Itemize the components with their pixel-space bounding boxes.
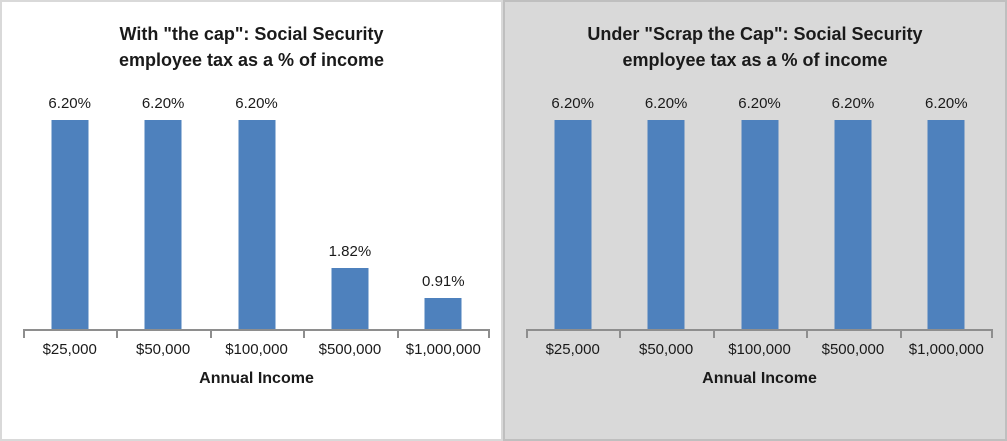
x-axis-title: Annual Income: [199, 370, 314, 387]
bar: [647, 120, 685, 329]
axis-tick: [303, 331, 306, 338]
bar-value-label: 1.82%: [328, 243, 372, 260]
plot-area: 6.20% 6.20% 6.20% 6.20% 6.20%: [526, 95, 993, 331]
category-label: $25,000: [42, 341, 97, 358]
bar: [741, 120, 779, 329]
category-label: $500,000: [318, 341, 382, 358]
axis-tick: [899, 331, 902, 338]
category-axis-labels: $25,000 $50,000 $100,000 $500,000 $1,000,000: [526, 341, 993, 358]
bar: [144, 120, 182, 329]
category-label: $1,000,000: [908, 341, 984, 358]
bar-cell: 1.82%: [303, 122, 396, 329]
axis-tick: [396, 331, 399, 338]
bar-cell: 6.20%: [806, 95, 899, 329]
axis-tick: [526, 331, 528, 338]
bar-value-label: 0.91%: [422, 273, 465, 290]
category-label: $50,000: [135, 341, 191, 358]
bar-value-label: 6.20%: [738, 95, 781, 112]
x-axis-title: Annual Income: [702, 370, 817, 387]
plot-area: 6.20% 6.20% 6.20% 1.82% 0.91%: [23, 95, 490, 331]
axis-tick: [209, 331, 212, 338]
chart-panel-with-cap: With "the cap": Social Security employee…: [0, 0, 503, 441]
category-axis-labels: $25,000 $50,000 $100,000 $500,000 $1,000,000: [23, 341, 490, 358]
bar: [834, 120, 872, 329]
chart-title-line2: employee tax as a % of income: [622, 50, 888, 70]
bar-cell: 6.20%: [526, 95, 619, 329]
bar-value-label: 6.20%: [925, 95, 968, 112]
bar-value-label: 6.20%: [831, 95, 875, 112]
bar-cell: 6.20%: [23, 95, 116, 329]
bar: [331, 268, 369, 329]
chart-panel-scrap-the-cap: Under "Scrap the Cap": Social Security e…: [503, 0, 1007, 441]
bar-value-label: 6.20%: [48, 95, 91, 112]
bar-value-label: 6.20%: [235, 95, 278, 112]
bar-cell: 6.20%: [116, 95, 209, 329]
category-label: $100,000: [728, 341, 791, 358]
bar-cell: 6.20%: [713, 95, 806, 329]
bar-value-label: 6.20%: [141, 95, 185, 112]
chart-title-line1: Under "Scrap the Cap": Social Security: [587, 24, 923, 44]
bar: [424, 298, 462, 329]
category-label: $100,000: [225, 341, 288, 358]
axis-tick: [488, 331, 490, 338]
axis-tick: [806, 331, 809, 338]
chart-title-line2: employee tax as a % of income: [118, 50, 385, 70]
axis-tick: [712, 331, 715, 338]
axis-tick: [23, 331, 25, 338]
bar-value-label: 6.20%: [551, 95, 594, 112]
bar-cell: 6.20%: [210, 95, 303, 329]
chart-title-scrap-the-cap: Under "Scrap the Cap": Social Security e…: [505, 21, 1005, 73]
bar: [927, 120, 965, 329]
category-label: $500,000: [821, 341, 885, 358]
bar-value-label: 6.20%: [644, 95, 688, 112]
axis-tick: [619, 331, 622, 338]
bar-cell: 6.20%: [900, 95, 993, 329]
category-label: $1,000,000: [405, 341, 481, 358]
axis-tick: [116, 331, 119, 338]
bar: [554, 120, 592, 329]
bar: [238, 120, 276, 329]
chart-title-with-cap: With "the cap": Social Security employee…: [2, 21, 501, 73]
chart-title-line1: With "the cap": Social Security: [119, 24, 384, 44]
bar-cell: 6.20%: [619, 95, 712, 329]
bar: [51, 120, 89, 329]
category-label: $50,000: [638, 341, 694, 358]
x-axis-ticks: [526, 331, 993, 338]
category-label: $25,000: [545, 341, 600, 358]
x-axis-ticks: [23, 331, 490, 338]
axis-tick: [991, 331, 993, 338]
bar-cell: 0.91%: [397, 122, 490, 329]
